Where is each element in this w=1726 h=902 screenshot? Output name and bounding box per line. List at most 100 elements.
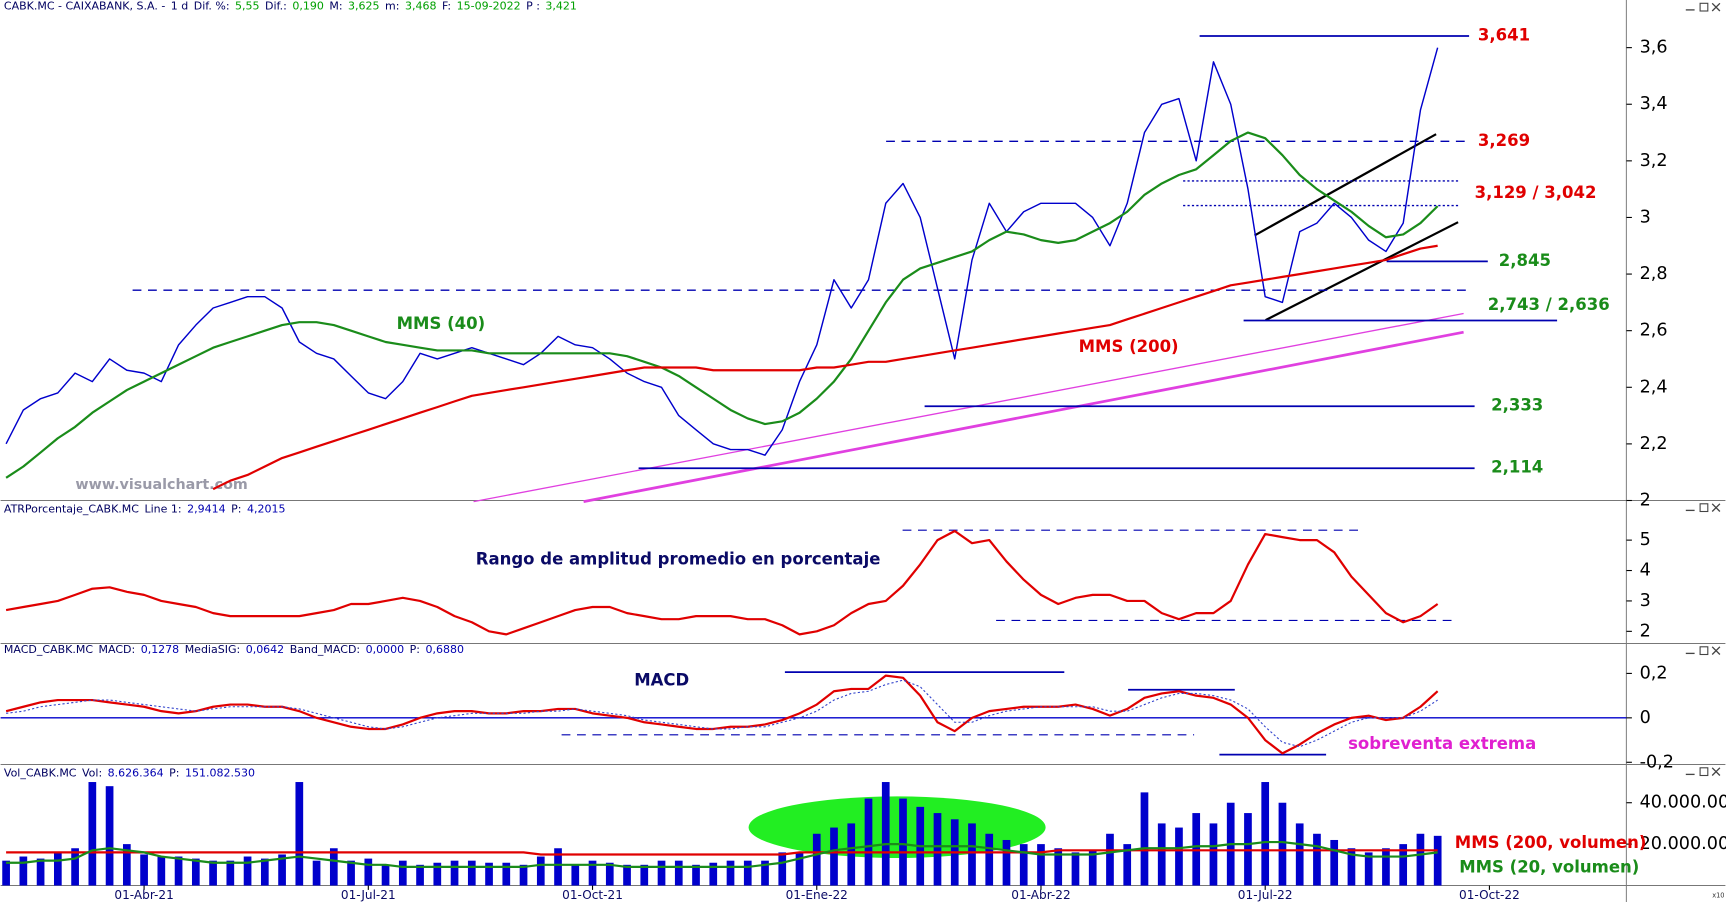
volume-bar bbox=[1330, 839, 1339, 886]
volume-bar bbox=[1002, 839, 1011, 886]
y-tick-label: 3,4 bbox=[1640, 94, 1668, 114]
level-label: 3,129 / 3,042 bbox=[1475, 183, 1597, 202]
volume-bar bbox=[1433, 835, 1442, 886]
y-tick-label: 2 bbox=[1640, 621, 1651, 641]
header-part: 2,9414 bbox=[187, 502, 226, 515]
volume-bar bbox=[1313, 833, 1321, 886]
header-part: P : bbox=[526, 0, 540, 13]
volume-bar bbox=[1261, 782, 1270, 886]
volume-bar bbox=[433, 862, 442, 886]
volume-bar bbox=[830, 827, 838, 886]
series-line bbox=[6, 849, 1438, 856]
y-tick-label: 40.000.000 bbox=[1640, 793, 1726, 813]
header-part: Vol_CABK.MC bbox=[4, 766, 77, 779]
x-tick-label: 01-Ene-22 bbox=[786, 888, 848, 902]
header-part: Band_MACD: bbox=[290, 643, 360, 656]
header-part: 15-09-2022 bbox=[457, 0, 521, 13]
volume-bar bbox=[812, 833, 821, 886]
header-part: 4,2015 bbox=[247, 502, 285, 515]
window-close bbox=[1711, 503, 1721, 512]
volume-bar bbox=[450, 860, 459, 886]
annotation: Rango de amplitud promedio en porcentaje bbox=[476, 549, 881, 568]
series-label: MMS (20, volumen) bbox=[1459, 857, 1639, 876]
header-part: 151.082.530 bbox=[185, 766, 255, 779]
x-tick-label: 01-Jul-22 bbox=[1238, 888, 1293, 902]
x-tick-label: 01-Abr-21 bbox=[114, 888, 173, 902]
volume-bar bbox=[243, 856, 252, 886]
header-part: 3,468 bbox=[405, 0, 436, 13]
volume-bar bbox=[485, 862, 493, 886]
header-part: Vol: bbox=[82, 766, 102, 779]
y-tick-label: 3 bbox=[1640, 207, 1651, 227]
volume-bar bbox=[1209, 823, 1218, 886]
window-close bbox=[1711, 767, 1721, 776]
volume-bar bbox=[1019, 844, 1028, 886]
header-part: Dif.: bbox=[265, 0, 287, 13]
window-close bbox=[1711, 2, 1721, 12]
header-part: 3,421 bbox=[545, 0, 577, 13]
volume-bar bbox=[381, 864, 390, 886]
header-part: Line 1: bbox=[144, 502, 181, 515]
y-tick-label: 4 bbox=[1640, 561, 1651, 581]
volume-bar bbox=[88, 782, 97, 886]
y-tick-label: 20.000.000 bbox=[1640, 834, 1726, 854]
header-part: P: bbox=[231, 502, 241, 515]
y-tick-label: -0,2 bbox=[1640, 752, 1674, 772]
volume-bar bbox=[467, 860, 476, 886]
volume-bar bbox=[209, 860, 217, 886]
header-part: 3,625 bbox=[348, 0, 379, 13]
volume-bar bbox=[743, 860, 752, 886]
panel-header: ATRPorcentaje_CABK.MC Line 1: 2,9414 P: 4,20… bbox=[4, 502, 286, 515]
trend-line bbox=[583, 330, 1464, 503]
level-label: 2,845 bbox=[1499, 251, 1551, 270]
window-close bbox=[1711, 646, 1721, 655]
footnote: x10 bbox=[1712, 891, 1724, 899]
volume-bar bbox=[1295, 823, 1304, 886]
channel-line bbox=[1265, 221, 1459, 322]
level-label: 3,269 bbox=[1478, 131, 1530, 150]
annotation: sobreventa extrema bbox=[1348, 734, 1536, 753]
volume-bar bbox=[1347, 848, 1356, 886]
y-tick-label: 2,6 bbox=[1640, 321, 1668, 341]
header-part: Dif. %: bbox=[194, 0, 230, 13]
header-part: CABK.MC - CAIXABANK, S.A. - bbox=[4, 0, 165, 13]
volume-bar bbox=[605, 862, 614, 886]
y-tick-label: 5 bbox=[1640, 530, 1651, 550]
header-part: 0,6880 bbox=[425, 643, 464, 656]
series-label: MMS (200) bbox=[1079, 337, 1179, 356]
volume-bar bbox=[640, 864, 649, 886]
volume-bar bbox=[554, 848, 562, 886]
volume-bar bbox=[157, 856, 166, 886]
volume-bar bbox=[347, 860, 355, 886]
watermark: www.visualchart.com bbox=[75, 477, 247, 493]
y-tick-label: 3,6 bbox=[1640, 38, 1668, 58]
window-maximize bbox=[1699, 767, 1709, 777]
volume-bar bbox=[726, 860, 735, 886]
channel-line bbox=[1254, 133, 1437, 237]
volume-bar bbox=[19, 856, 28, 886]
volume-bar bbox=[1140, 792, 1149, 886]
volume-bar bbox=[588, 860, 597, 886]
volume-bar bbox=[674, 860, 683, 886]
volume-bar bbox=[623, 864, 631, 886]
volume-bar bbox=[1106, 833, 1114, 886]
annotation: MACD bbox=[634, 670, 689, 689]
y-tick-label: 2,2 bbox=[1640, 434, 1668, 454]
volume-bar bbox=[312, 860, 321, 886]
series-line bbox=[212, 244, 1438, 491]
volume-bar bbox=[536, 856, 545, 886]
panel-header: Vol_CABK.MC Vol: 8.626.364 P: 151.082.530 bbox=[4, 766, 255, 779]
volume-bar bbox=[295, 782, 304, 886]
series-label: MMS (40) bbox=[397, 314, 486, 333]
y-tick-label: 0 bbox=[1640, 708, 1651, 728]
volume-bar bbox=[795, 852, 804, 886]
volume-bar bbox=[985, 833, 994, 886]
volume-bar bbox=[1399, 844, 1408, 886]
volume-bar bbox=[226, 860, 235, 886]
volume-bar bbox=[1382, 848, 1390, 886]
volume-bar bbox=[1364, 852, 1373, 886]
volume-bar bbox=[761, 860, 769, 886]
x-tick-label: 01-Abr-22 bbox=[1011, 888, 1070, 902]
